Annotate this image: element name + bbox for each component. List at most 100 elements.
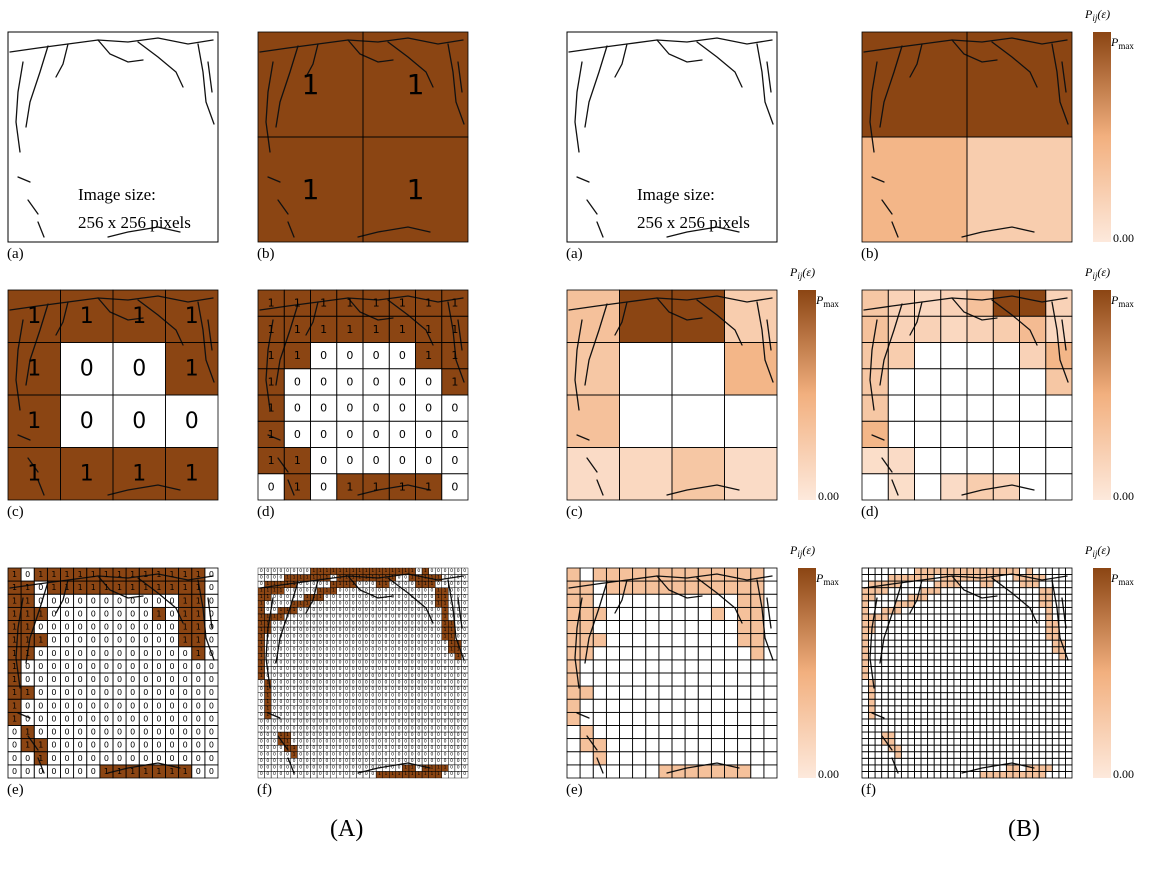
cell-count: 0 <box>450 752 453 758</box>
cell <box>888 369 914 395</box>
cell-count: 0 <box>450 673 453 679</box>
cell-count: 0 <box>404 725 407 731</box>
cell-count: 1 <box>407 173 425 206</box>
cell-count: 0 <box>424 587 427 593</box>
cell-count: 1 <box>268 375 275 388</box>
cell <box>993 588 1000 595</box>
cell-count: 0 <box>463 699 466 705</box>
cell-count: 0 <box>293 738 296 744</box>
cell-count: 0 <box>457 758 460 764</box>
cell-count: 1 <box>451 323 458 336</box>
cell-count: 0 <box>51 609 56 618</box>
cell-count: 0 <box>391 752 394 758</box>
cell-count: 0 <box>78 596 83 605</box>
cell <box>1046 448 1072 474</box>
cell-count: 0 <box>345 660 348 666</box>
cell-count: 0 <box>319 679 322 685</box>
cell-count: 0 <box>437 640 440 646</box>
cell-count: 0 <box>299 581 302 587</box>
cell-count: 0 <box>306 699 309 705</box>
cell-count: 0 <box>424 686 427 692</box>
cell-count: 0 <box>365 633 368 639</box>
cell-count: 0 <box>306 620 309 626</box>
cell <box>928 575 935 582</box>
cell-count: 0 <box>463 692 466 698</box>
cell-count: 1 <box>391 574 394 580</box>
cell-count: 1 <box>346 323 353 336</box>
cell-count: 1 <box>170 767 175 776</box>
cell-count: 0 <box>352 673 355 679</box>
cell-count: 0 <box>78 688 83 697</box>
cell-count: 0 <box>424 640 427 646</box>
cell <box>711 581 724 594</box>
cell <box>620 343 673 396</box>
cell-count: 0 <box>371 601 374 607</box>
cell-count: 1 <box>299 574 302 580</box>
cell-count: 0 <box>398 673 401 679</box>
cell-count: 0 <box>437 666 440 672</box>
cell-count: 0 <box>404 594 407 600</box>
cell-count: 1 <box>430 581 433 587</box>
cell-count: 0 <box>339 752 342 758</box>
cell-count: 0 <box>417 594 420 600</box>
cell-count: 0 <box>280 633 283 639</box>
cell-count: 0 <box>332 719 335 725</box>
cell-count: 0 <box>130 675 135 684</box>
cell <box>751 726 764 739</box>
cell-count: 1 <box>280 732 283 738</box>
cell-count: 0 <box>51 662 56 671</box>
cell <box>725 568 738 581</box>
cell-count: 0 <box>325 627 328 633</box>
cell-count: 0 <box>444 653 447 659</box>
cell-count: 0 <box>457 607 460 613</box>
cell-count: 0 <box>398 601 401 607</box>
cell-count: 0 <box>398 614 401 620</box>
cell-count: 0 <box>463 765 466 771</box>
cell-count: 1 <box>319 587 322 593</box>
cell <box>606 660 619 673</box>
cell-count: 1 <box>450 640 453 646</box>
cell-count: 0 <box>332 758 335 764</box>
cell-count: 0 <box>339 601 342 607</box>
cell-count: 0 <box>371 692 374 698</box>
cell-count: 0 <box>299 706 302 712</box>
cell-count: 0 <box>404 686 407 692</box>
cell <box>685 712 698 725</box>
cell-count: 0 <box>319 758 322 764</box>
cell-count: 0 <box>463 607 466 613</box>
cell-count: 0 <box>286 660 289 666</box>
cell-count: 0 <box>332 601 335 607</box>
cell <box>1039 581 1046 588</box>
cell-count: 1 <box>286 745 289 751</box>
cell-count: 0 <box>430 653 433 659</box>
cell-count: 1 <box>104 570 109 579</box>
cell-count: 0 <box>319 699 322 705</box>
cell-count: 0 <box>25 701 30 710</box>
cell-count: 1 <box>266 620 269 626</box>
cell-count: 0 <box>312 627 315 633</box>
cell-count: 0 <box>430 719 433 725</box>
cell-count: 0 <box>132 409 146 434</box>
cell-count: 1 <box>411 568 414 574</box>
cell <box>1039 568 1046 575</box>
cell-count: 0 <box>411 581 414 587</box>
cell-count: 0 <box>325 745 328 751</box>
cell <box>1033 588 1040 595</box>
cell-count: 0 <box>209 754 214 763</box>
cell-count: 0 <box>91 688 96 697</box>
cell-count: 0 <box>358 732 361 738</box>
cell-count: 0 <box>391 673 394 679</box>
cell-count: 0 <box>339 732 342 738</box>
cell-count: 0 <box>319 607 322 613</box>
cell-count: 0 <box>345 745 348 751</box>
cell <box>941 588 948 595</box>
cell-count: 0 <box>299 692 302 698</box>
cell <box>646 686 659 699</box>
cell-count: 1 <box>293 574 296 580</box>
cell-count: 0 <box>404 706 407 712</box>
cell-count: 0 <box>12 741 17 750</box>
cell-count: 0 <box>385 719 388 725</box>
cell-count: 0 <box>437 686 440 692</box>
cell-count: 0 <box>332 594 335 600</box>
cell <box>725 712 738 725</box>
